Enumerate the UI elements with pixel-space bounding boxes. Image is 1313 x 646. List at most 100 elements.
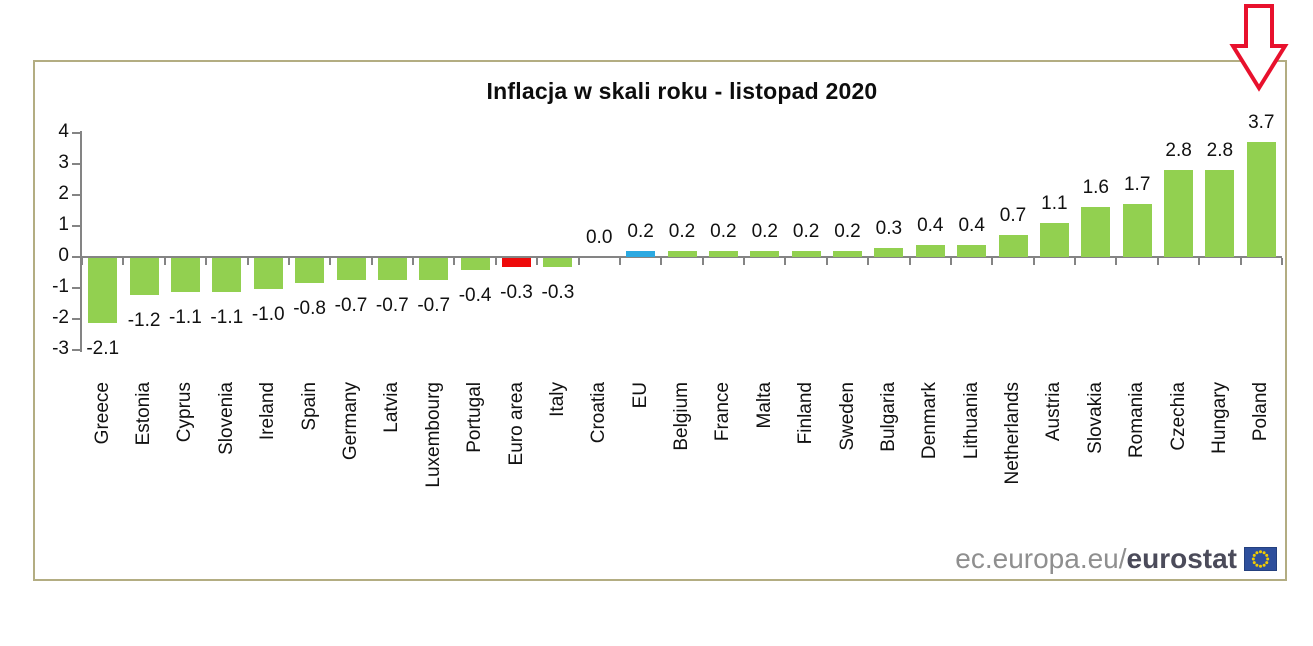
y-axis-tick-label: 3 bbox=[58, 152, 69, 173]
eu-flag-star bbox=[1262, 563, 1266, 567]
x-axis-label-text: Croatia bbox=[588, 382, 610, 444]
x-axis-tick bbox=[1239, 258, 1242, 265]
x-axis-tick bbox=[1281, 258, 1283, 265]
x-axis-tick bbox=[287, 258, 290, 265]
bar-slovenia bbox=[212, 258, 242, 293]
bar-malta bbox=[750, 250, 780, 257]
x-axis-label-text: Romania bbox=[1126, 382, 1148, 459]
eu-flag-star bbox=[1252, 553, 1256, 557]
bar-finland bbox=[791, 250, 821, 257]
x-axis-tick bbox=[949, 258, 952, 265]
eurostat-url-prefix: ec.europa.eu/ bbox=[955, 543, 1127, 574]
x-axis-tick bbox=[494, 258, 497, 265]
x-axis-label-text: Poland bbox=[1250, 382, 1272, 442]
bar-netherlands bbox=[998, 235, 1028, 257]
x-axis-tick bbox=[205, 258, 208, 265]
y-axis-tick-label: 4 bbox=[58, 121, 69, 142]
x-axis-tick bbox=[908, 258, 911, 265]
bar-italy bbox=[543, 258, 573, 268]
bar-estonia bbox=[129, 258, 159, 296]
y-axis-tick bbox=[72, 349, 80, 351]
bar-slovakia bbox=[1081, 207, 1111, 257]
value-label: -0.7 bbox=[334, 294, 368, 316]
bar-germany bbox=[336, 258, 366, 280]
x-axis-label-text: Slovakia bbox=[1084, 382, 1106, 454]
x-axis-label-text: Latvia bbox=[381, 382, 403, 433]
y-axis-tick-label: 2 bbox=[58, 183, 69, 204]
x-axis-label-text: Estonia bbox=[133, 382, 155, 446]
y-axis-tick-label: -3 bbox=[52, 338, 69, 359]
eurostat-logo: ec.europa.eu/eurostat bbox=[955, 544, 1277, 574]
x-axis-tick bbox=[536, 258, 539, 265]
x-axis-label-text: Austria bbox=[1043, 382, 1065, 442]
x-axis-label-text: Czechia bbox=[1167, 382, 1189, 451]
value-label: 0.2 bbox=[792, 220, 820, 242]
y-axis-tick-label: -2 bbox=[52, 307, 69, 328]
x-axis-label-text: Italy bbox=[546, 382, 568, 417]
eu-flag-star bbox=[1255, 563, 1259, 567]
value-label: 0.4 bbox=[917, 214, 944, 236]
bar-sweden bbox=[833, 250, 862, 257]
bar-bulgaria bbox=[874, 247, 904, 257]
bar-eu bbox=[626, 250, 656, 257]
value-label: 2.8 bbox=[1206, 140, 1234, 162]
x-axis-tick bbox=[370, 258, 373, 265]
value-label: -1.2 bbox=[127, 310, 161, 332]
y-axis-tick-label: -1 bbox=[52, 276, 69, 297]
x-axis-label-text: Belgium bbox=[671, 382, 692, 451]
bar-ireland bbox=[253, 258, 283, 289]
value-label: 0.4 bbox=[958, 214, 985, 236]
bar-portugal bbox=[460, 258, 490, 271]
x-axis-tick bbox=[867, 258, 870, 265]
eu-flag-star bbox=[1262, 551, 1266, 555]
value-label: -0.3 bbox=[541, 282, 575, 304]
value-label: 0.7 bbox=[999, 205, 1027, 227]
x-axis-tick bbox=[1032, 258, 1035, 265]
y-axis-tick bbox=[72, 132, 80, 134]
bar-austria bbox=[1039, 222, 1069, 257]
value-label: 3.7 bbox=[1248, 112, 1275, 134]
bar-euro-area bbox=[502, 258, 531, 268]
value-label: -1.0 bbox=[251, 304, 285, 325]
x-axis-tick bbox=[743, 258, 746, 265]
value-label: 2.8 bbox=[1165, 140, 1192, 162]
x-axis-tick bbox=[412, 258, 415, 265]
y-axis-tick bbox=[72, 163, 80, 165]
bar-greece bbox=[88, 258, 118, 324]
bar-denmark bbox=[915, 244, 945, 257]
x-axis-tick bbox=[701, 258, 704, 265]
bar-spain bbox=[295, 258, 325, 283]
x-axis-tick bbox=[660, 258, 663, 265]
x-axis-label-text: Ireland bbox=[257, 382, 279, 441]
x-axis-tick bbox=[453, 258, 456, 265]
eu-flag-star bbox=[1259, 564, 1262, 568]
x-axis-label-text: Luxembourg bbox=[422, 382, 444, 488]
bar-france bbox=[708, 250, 738, 257]
x-axis-label-text: Netherlands bbox=[1002, 382, 1023, 485]
bar-belgium bbox=[667, 250, 697, 257]
x-axis-tick bbox=[81, 258, 83, 265]
x-axis-tick bbox=[784, 258, 787, 265]
value-label: 1.1 bbox=[1041, 192, 1068, 214]
x-axis-tick bbox=[991, 258, 994, 265]
eurostat-brand: eurostat bbox=[1126, 543, 1237, 574]
bar-cyprus bbox=[170, 258, 200, 293]
y-axis-tick bbox=[72, 256, 80, 258]
bar-hungary bbox=[1205, 170, 1235, 257]
x-axis-label-text: Cyprus bbox=[174, 382, 196, 443]
x-axis-label-text: Germany bbox=[340, 382, 361, 461]
chart-title: Inflacja w skali roku - listopad 2020 bbox=[486, 78, 878, 104]
value-label: -0.7 bbox=[417, 294, 451, 316]
value-label: 0.3 bbox=[875, 217, 903, 239]
bar-latvia bbox=[377, 258, 407, 280]
x-axis-label-text: Denmark bbox=[919, 382, 941, 460]
bar-luxembourg bbox=[419, 258, 449, 280]
y-axis-line bbox=[80, 131, 82, 352]
value-label: 0.0 bbox=[585, 227, 613, 248]
value-label: -1.1 bbox=[210, 307, 244, 329]
chart-frame: Inflacja w skali roku - listopad 2020 4 3… bbox=[33, 60, 1287, 581]
value-label: -2.1 bbox=[86, 338, 120, 360]
x-axis-label-text: Portugal bbox=[464, 382, 486, 453]
value-label: -0.7 bbox=[375, 294, 409, 316]
